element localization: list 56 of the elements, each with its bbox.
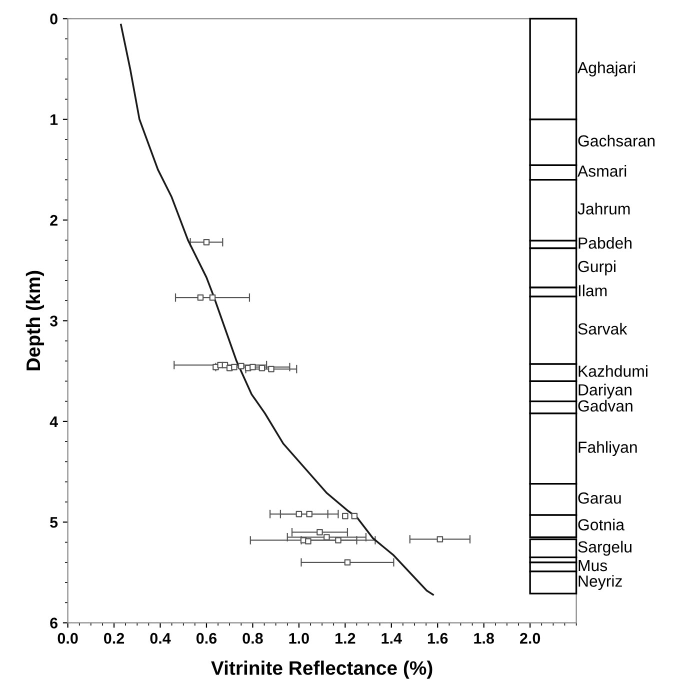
x-tick-label: 1.2 <box>336 632 356 644</box>
x-tick-label: 0.4 <box>150 632 171 644</box>
point <box>250 364 256 370</box>
x-tick-label: 0.8 <box>242 632 263 644</box>
point <box>296 510 302 518</box>
x-tick-label: 0.6 <box>196 632 217 644</box>
band-label: Ilam <box>578 284 607 296</box>
x-tick-label: 0.2 <box>104 632 124 644</box>
band-label: Asmari <box>577 165 626 177</box>
y-tick-label: 5 <box>50 517 58 528</box>
y-tick-label: 0 <box>50 14 58 24</box>
point <box>351 512 358 520</box>
band-label: Sarvak <box>578 322 628 335</box>
x-tick-label: 1.0 <box>289 632 309 644</box>
point <box>209 294 216 301</box>
point <box>231 364 238 370</box>
point <box>316 529 323 536</box>
y-tick-label: 1 <box>50 114 58 125</box>
point <box>268 366 274 372</box>
band-label: Dariyan <box>578 384 632 399</box>
x-tick-label: 2.0 <box>520 632 540 644</box>
y-tick-label: 3 <box>50 316 58 326</box>
point <box>258 364 266 372</box>
x-tick-label: 1.4 <box>382 633 402 644</box>
point <box>342 512 348 520</box>
y-tick-label: 4 <box>50 416 58 427</box>
y-tick-label: 2 <box>50 214 58 226</box>
point <box>306 510 312 518</box>
band-label: Gadvan <box>578 400 632 412</box>
band-label: Gachsaran <box>578 134 655 147</box>
band-label: Neyriz <box>578 575 622 590</box>
x-tick-label: 0.0 <box>58 632 78 644</box>
band-label: Mus <box>578 560 608 572</box>
band-label: Jahrum <box>578 202 630 215</box>
band-label: Gotnia <box>578 518 625 530</box>
x-tick-label: 1.8 <box>474 632 494 644</box>
point <box>203 239 210 246</box>
band-label: Garau <box>578 492 621 504</box>
line-series <box>120 24 434 596</box>
point <box>238 362 244 370</box>
point <box>305 538 312 544</box>
band-label: Fahliyan <box>578 441 637 456</box>
band-label: Sargelu <box>578 540 632 556</box>
point <box>324 534 330 540</box>
y-axis-title: Depth (km) <box>26 270 44 370</box>
band-label: Gurpi <box>578 260 616 276</box>
x-tick-label: 1.6 <box>428 632 448 644</box>
point <box>344 559 351 566</box>
point <box>436 536 444 542</box>
y-tick-label: 6 <box>50 618 58 628</box>
point <box>335 537 342 544</box>
band-label: Kazhdumi <box>578 365 648 377</box>
point <box>197 294 204 301</box>
band-label: Pabdeh <box>578 237 632 249</box>
band-label: Aghajari <box>577 62 635 76</box>
x-axis-title: Vitrinite Reflectance (%) <box>211 660 432 679</box>
